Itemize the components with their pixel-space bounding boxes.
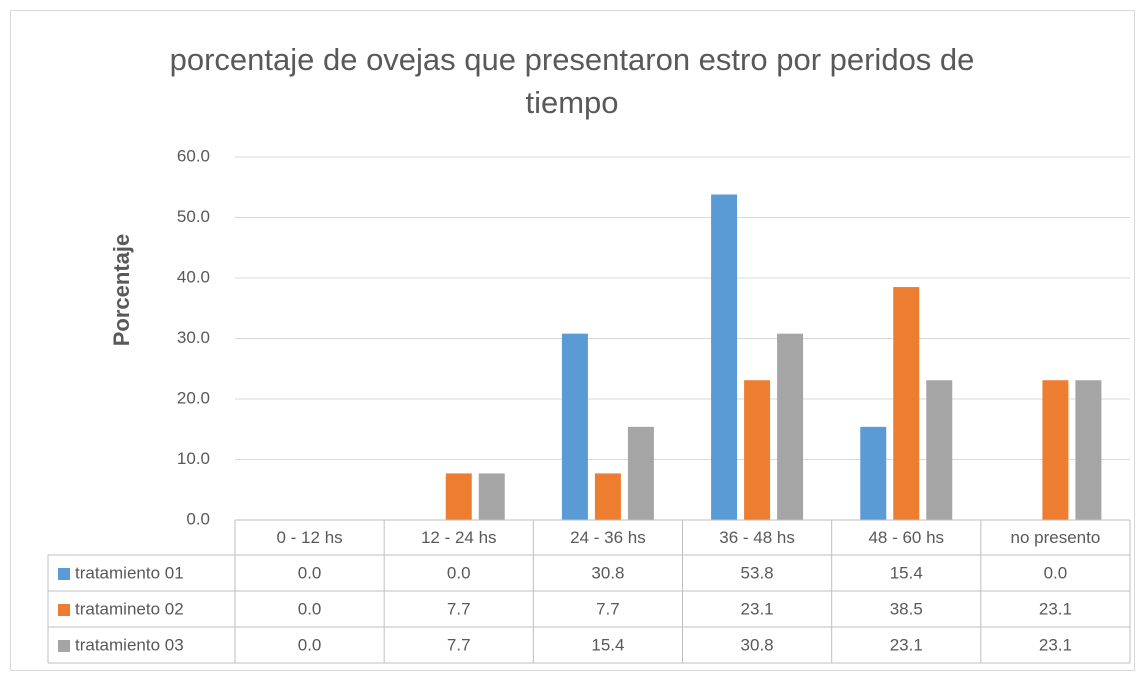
y-tick-label: 20.0	[177, 388, 210, 407]
chart-title: porcentaje de ovejas que presentaron est…	[170, 42, 975, 120]
x-tick-label: 12 - 24 hs	[421, 528, 497, 547]
bar	[777, 333, 804, 520]
legend-key	[58, 640, 70, 652]
x-tick-label: 0 - 12 hs	[277, 528, 343, 547]
table-value: 38.5	[890, 599, 923, 618]
bar	[1075, 380, 1102, 520]
table-value: 23.1	[741, 599, 774, 618]
table-value: 23.1	[1039, 599, 1072, 618]
y-tick-label: 40.0	[177, 267, 210, 286]
x-tick-label: 24 - 36 hs	[570, 528, 646, 547]
bar	[744, 380, 771, 520]
y-axis-label: Porcentaje	[109, 234, 134, 347]
table-value: 7.7	[447, 599, 471, 618]
table-value: 0.0	[447, 563, 471, 582]
bar	[860, 426, 887, 520]
table-value: 23.1	[1039, 635, 1072, 654]
x-tick-label: no presento	[1011, 528, 1101, 547]
table-value: 15.4	[591, 635, 624, 654]
table-value: 0.0	[298, 563, 322, 582]
bar	[627, 426, 654, 520]
bar	[893, 287, 920, 520]
table-value: 53.8	[741, 563, 774, 582]
legend-label: tratamiento 03	[75, 635, 184, 654]
y-tick-label: 0.0	[186, 509, 210, 528]
legend-label: tratamiento 01	[75, 563, 184, 582]
y-tick-label: 10.0	[177, 449, 210, 468]
y-tick-label: 50.0	[177, 207, 210, 226]
y-tick-label: 30.0	[177, 328, 210, 347]
table-value: 7.7	[447, 635, 471, 654]
table-value: 7.7	[596, 599, 620, 618]
bar	[926, 380, 953, 520]
bar	[711, 194, 738, 520]
x-tick-label: 36 - 48 hs	[719, 528, 795, 547]
bar	[1042, 380, 1069, 520]
bar	[478, 473, 505, 520]
table-value: 30.8	[591, 563, 624, 582]
table-value: 15.4	[890, 563, 923, 582]
table-value: 0.0	[298, 599, 322, 618]
x-tick-label: 48 - 60 hs	[868, 528, 944, 547]
legend-label: tratamineto 02	[75, 599, 184, 618]
bar	[445, 473, 472, 520]
legend-key	[58, 568, 70, 580]
legend-key	[58, 604, 70, 616]
table-value: 0.0	[298, 635, 322, 654]
table-value: 30.8	[741, 635, 774, 654]
y-tick-label: 60.0	[177, 146, 210, 165]
bar	[594, 473, 621, 520]
table-value: 0.0	[1044, 563, 1068, 582]
table-value: 23.1	[890, 635, 923, 654]
bar	[561, 333, 588, 520]
